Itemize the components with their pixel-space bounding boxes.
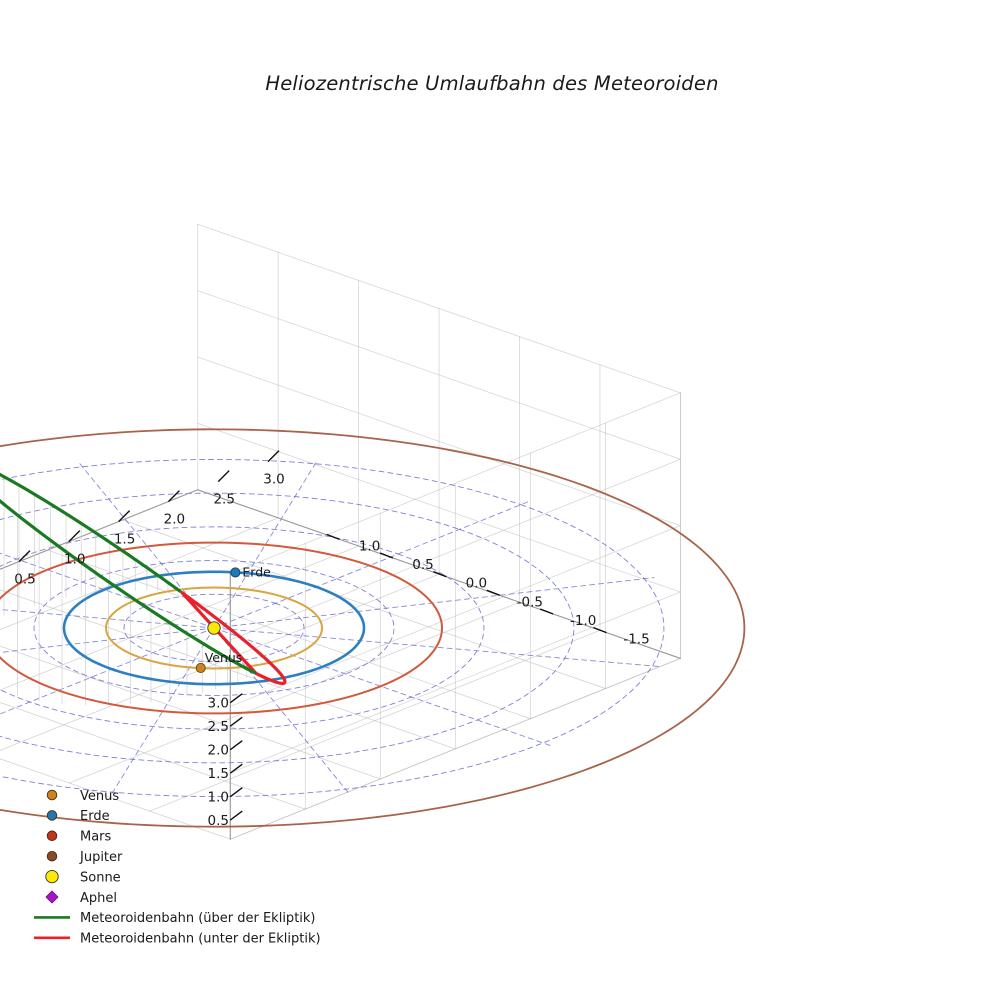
z-tick-mark: [229, 740, 243, 751]
pane-grid: [0, 223, 681, 840]
legend-marker-circle: [46, 810, 58, 821]
wall-gridline: [229, 658, 681, 840]
floor-gridline: [0, 517, 279, 631]
wall-gridline: [197, 290, 681, 460]
planet-orbits: [0, 428, 746, 828]
legend-marker-circle: [45, 869, 59, 884]
legend-marker-circle: [46, 789, 58, 801]
legend-item-label[interactable]: Erde: [80, 809, 110, 824]
y-tick-mark: [539, 608, 554, 615]
wall-gridline: [229, 392, 681, 575]
venus-orbit: [105, 586, 323, 670]
meteoroid-above-ecliptic: [0, 472, 256, 675]
polar-circle: [0, 492, 575, 764]
x-tick-label: 3.0: [263, 472, 284, 488]
x-tick-label: 1.0: [64, 552, 85, 568]
y-tick-label: 0.5: [412, 557, 433, 573]
y-tick-label: -1.5: [623, 632, 649, 648]
wall-gridline: [197, 223, 681, 394]
legend-marker-circle: [46, 850, 58, 862]
drop-lines: [3, 476, 248, 706]
erde-orbit: [62, 570, 366, 686]
wall-gridline: [229, 525, 681, 707]
polar-spoke: [213, 577, 655, 629]
x-tick-mark: [18, 550, 31, 563]
y-tick-label: -1.0: [570, 613, 596, 629]
x-tick-label: 0.5: [14, 572, 35, 588]
legend-marker-diamond: [45, 890, 59, 904]
y-tick-mark: [486, 589, 501, 596]
z-tick-mark: [229, 716, 243, 727]
polar-spoke: [0, 627, 215, 653]
z-tick-label: 1.0: [208, 790, 229, 806]
polar-spoke: [0, 552, 215, 629]
z-tick-mark: [229, 810, 243, 821]
x-tick-mark: [68, 530, 81, 543]
x-axis-line: [0, 489, 199, 570]
legend[interactable]: Venus Erde Mars Jupiter Sonne Aphel Meteoroide…: [34, 789, 321, 947]
y-tick-label: 1.0: [359, 538, 380, 554]
x-tick-mark: [217, 470, 230, 483]
z-tick-label: 3.0: [208, 696, 229, 712]
z-tick-mark: [229, 787, 243, 798]
z-tick-label: 2.0: [208, 743, 229, 759]
polar-spoke: [213, 501, 529, 629]
body-markers: [195, 567, 241, 673]
meteoroid-orbit: [0, 472, 287, 685]
legend-item-label[interactable]: Venus: [80, 789, 119, 804]
meteoroid-below-ecliptic: [180, 591, 287, 685]
wall-gridline: [229, 591, 681, 774]
venus-marker: [195, 662, 206, 673]
y-tick-label: 0.0: [466, 576, 487, 592]
polar-circle: [0, 459, 665, 797]
erde-point-label: Erde: [242, 565, 271, 580]
polar-spoke: [213, 627, 663, 668]
y-tick-mark: [379, 552, 394, 559]
erde-marker: [230, 567, 241, 578]
z-tick-label: 1.5: [208, 766, 229, 782]
polar-grid: [0, 459, 665, 797]
page-title: Heliozentrische Umlaufbahn des Meteoroid…: [265, 72, 719, 95]
x-tick-mark: [267, 450, 280, 463]
legend-marker-circle: [46, 830, 58, 842]
legend-item-label[interactable]: Jupiter: [79, 850, 123, 865]
axis-ticks: 0.5 1.0 1.5 2.0 2.5 3.0 1.0 0.5 0.0 -0.5 -1.0 -1.5 0…: [14, 450, 650, 829]
y-tick-mark: [433, 571, 447, 578]
polar-spoke: [0, 627, 215, 715]
legend-item-label[interactable]: Aphel: [80, 891, 117, 906]
polar-spoke: [0, 609, 215, 629]
z-tick-mark: [229, 763, 243, 774]
z-tick-mark: [229, 693, 243, 704]
legend-item-label[interactable]: Sonne: [80, 870, 121, 885]
x-tick-mark: [167, 490, 180, 503]
legend-item-label[interactable]: Meteoroidenbahn (über der Ekliptik): [80, 911, 316, 926]
y-tick-label: -0.5: [517, 594, 543, 610]
legend-item-label[interactable]: Mars: [80, 830, 112, 845]
floor-gridline: [0, 702, 306, 810]
z-tick-label: 2.5: [208, 719, 229, 735]
floor-gridline: [0, 758, 231, 840]
venus-point-label: Venus: [205, 650, 243, 665]
floor-gridline: [149, 629, 601, 812]
x-tick-label: 2.5: [213, 492, 234, 508]
mars-orbit: [0, 541, 443, 715]
point-labels: Venus Erde: [205, 565, 271, 665]
x-tick-label: 2.0: [164, 512, 185, 528]
jupiter-orbit: [0, 428, 746, 828]
wall-gridline: [229, 458, 681, 641]
legend-item-label[interactable]: Meteoroidenbahn (unter der Ekliptik): [80, 932, 321, 947]
polar-spoke: [213, 627, 551, 746]
wall-gridline: [197, 356, 681, 527]
z-tick-label: 0.5: [208, 813, 229, 829]
y-tick-mark: [326, 533, 340, 541]
floor-gridline: [68, 601, 520, 784]
x-tick-mark: [118, 510, 131, 523]
sun-marker: [207, 621, 221, 635]
x-tick-label: 1.5: [114, 532, 135, 548]
y-tick-mark: [593, 626, 607, 634]
